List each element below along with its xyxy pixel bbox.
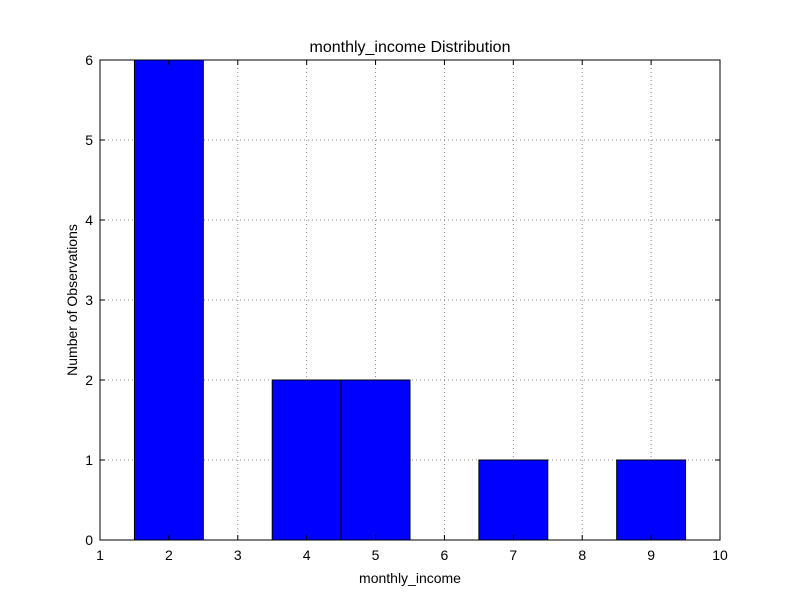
x-tick-label: 6 xyxy=(441,547,449,563)
histogram-bar xyxy=(133,59,204,541)
tick-marks xyxy=(99,59,721,541)
y-tick-label: 2 xyxy=(85,372,93,388)
x-tick-label: 9 xyxy=(647,547,655,563)
chart-title: monthly_income Distribution xyxy=(310,39,511,56)
x-tick-label: 2 xyxy=(165,547,173,563)
histogram-bar xyxy=(478,459,549,541)
y-tick-label: 6 xyxy=(85,52,93,68)
y-tick-label: 1 xyxy=(85,452,93,468)
y-axis-label: Number of Observations xyxy=(64,224,80,376)
y-tick-labels: 0 1 2 3 4 5 6 xyxy=(85,52,93,548)
x-tick-label: 4 xyxy=(303,547,311,563)
y-tick-label: 0 xyxy=(85,532,93,548)
histogram-bar xyxy=(340,379,411,541)
x-axis-label: monthly_income xyxy=(359,570,461,586)
y-tick-label: 3 xyxy=(85,292,93,308)
x-tick-label: 1 xyxy=(96,547,104,563)
x-tick-labels: 1 2 3 4 5 6 7 8 9 10 xyxy=(96,547,728,563)
x-tick-label: 5 xyxy=(372,547,380,563)
x-tick-label: 7 xyxy=(509,547,517,563)
x-tick-label: 8 xyxy=(578,547,586,563)
bars-group xyxy=(133,59,687,541)
histogram-bar xyxy=(271,379,342,541)
y-tick-label: 5 xyxy=(85,132,93,148)
x-tick-label: 3 xyxy=(234,547,242,563)
y-tick-label: 4 xyxy=(85,212,93,228)
x-tick-label: 10 xyxy=(712,547,728,563)
histogram-bar xyxy=(616,459,687,541)
